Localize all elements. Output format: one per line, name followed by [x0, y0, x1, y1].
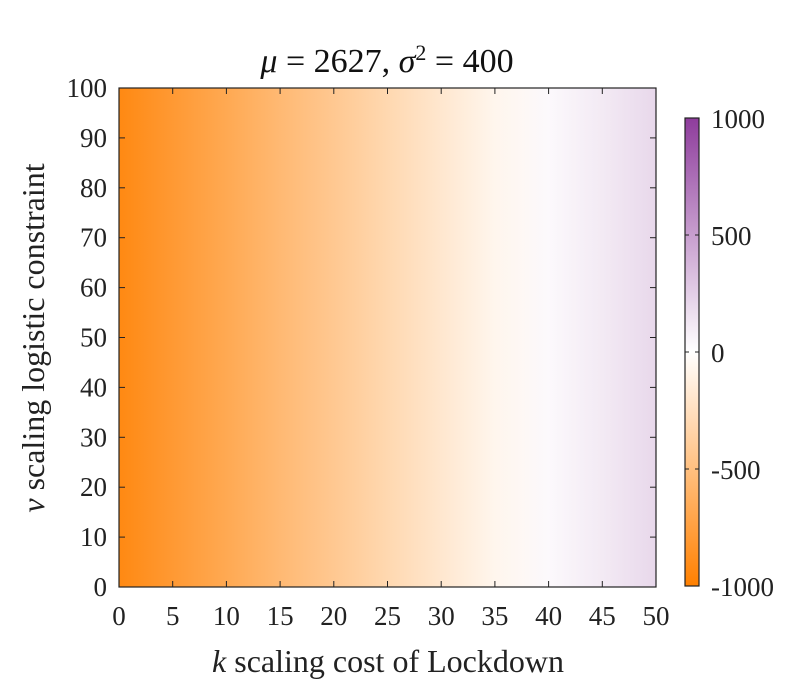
title-part: μ: [259, 43, 277, 80]
axis-label-text: scaling logistic constraint: [15, 163, 51, 498]
y-tick-label: 40: [80, 372, 107, 402]
x-tick-label: 15: [267, 601, 294, 631]
axis-variable: v: [15, 498, 51, 513]
y-tick-label: 10: [80, 522, 107, 552]
x-tick-label: 5: [166, 601, 180, 631]
axis-variable: k: [212, 643, 227, 679]
x-tick-label: 45: [589, 601, 616, 631]
x-tick-label: 50: [643, 601, 670, 631]
y-tick-label: 90: [80, 123, 107, 153]
x-tick-label: 20: [320, 601, 347, 631]
title-part: 2: [415, 40, 426, 65]
x-axis-ticks: 0 5 10 15 20 25 30 35 40 45 50: [112, 88, 670, 631]
y-tick-label: 0: [94, 572, 108, 602]
chart-title: μ = 2627, σ2 = 400: [259, 40, 513, 81]
title-part: σ: [399, 43, 417, 80]
x-tick-label: 0: [112, 601, 126, 631]
axis-label-text: scaling cost of Lockdown: [226, 643, 564, 679]
title-part: = 400: [426, 43, 513, 80]
x-tick-label: 30: [428, 601, 455, 631]
y-axis-label: v scaling logistic constraint: [15, 163, 51, 512]
x-tick-label: 25: [374, 601, 401, 631]
y-axis-ticks: 0 10 20 30 40 50 60 70 80 90 100: [67, 73, 656, 602]
y-tick-label: 60: [80, 273, 107, 303]
x-tick-label: 35: [481, 601, 508, 631]
y-tick-label: 100: [67, 73, 108, 103]
y-tick-label: 30: [80, 422, 107, 452]
heatmap-surface: [119, 88, 656, 587]
x-tick-label: 40: [535, 601, 562, 631]
y-tick-label: 70: [80, 223, 107, 253]
colorbar-tick-label: 0: [711, 338, 725, 368]
colorbar-tick-label: -500: [711, 455, 761, 485]
colorbar-tick-label: -1000: [711, 572, 774, 602]
colorbar-tick-label: 1000: [711, 104, 765, 134]
colorbar-ticks: 1000 500 0 -500 -1000: [685, 104, 774, 602]
colorbar: 1000 500 0 -500 -1000: [684, 104, 774, 602]
y-tick-label: 80: [80, 173, 107, 203]
x-tick-label: 10: [213, 601, 240, 631]
colorbar-tick-label: 500: [711, 221, 752, 251]
title-part: = 2627,: [277, 43, 398, 80]
x-axis-label: k scaling cost of Lockdown: [212, 643, 564, 679]
plot-area: 0 5 10 15 20 25 30 35 40 45 50 0 10 20 30 40 50 60 70 80 90…: [67, 73, 670, 631]
y-tick-label: 50: [80, 323, 107, 353]
y-tick-label: 20: [80, 472, 107, 502]
